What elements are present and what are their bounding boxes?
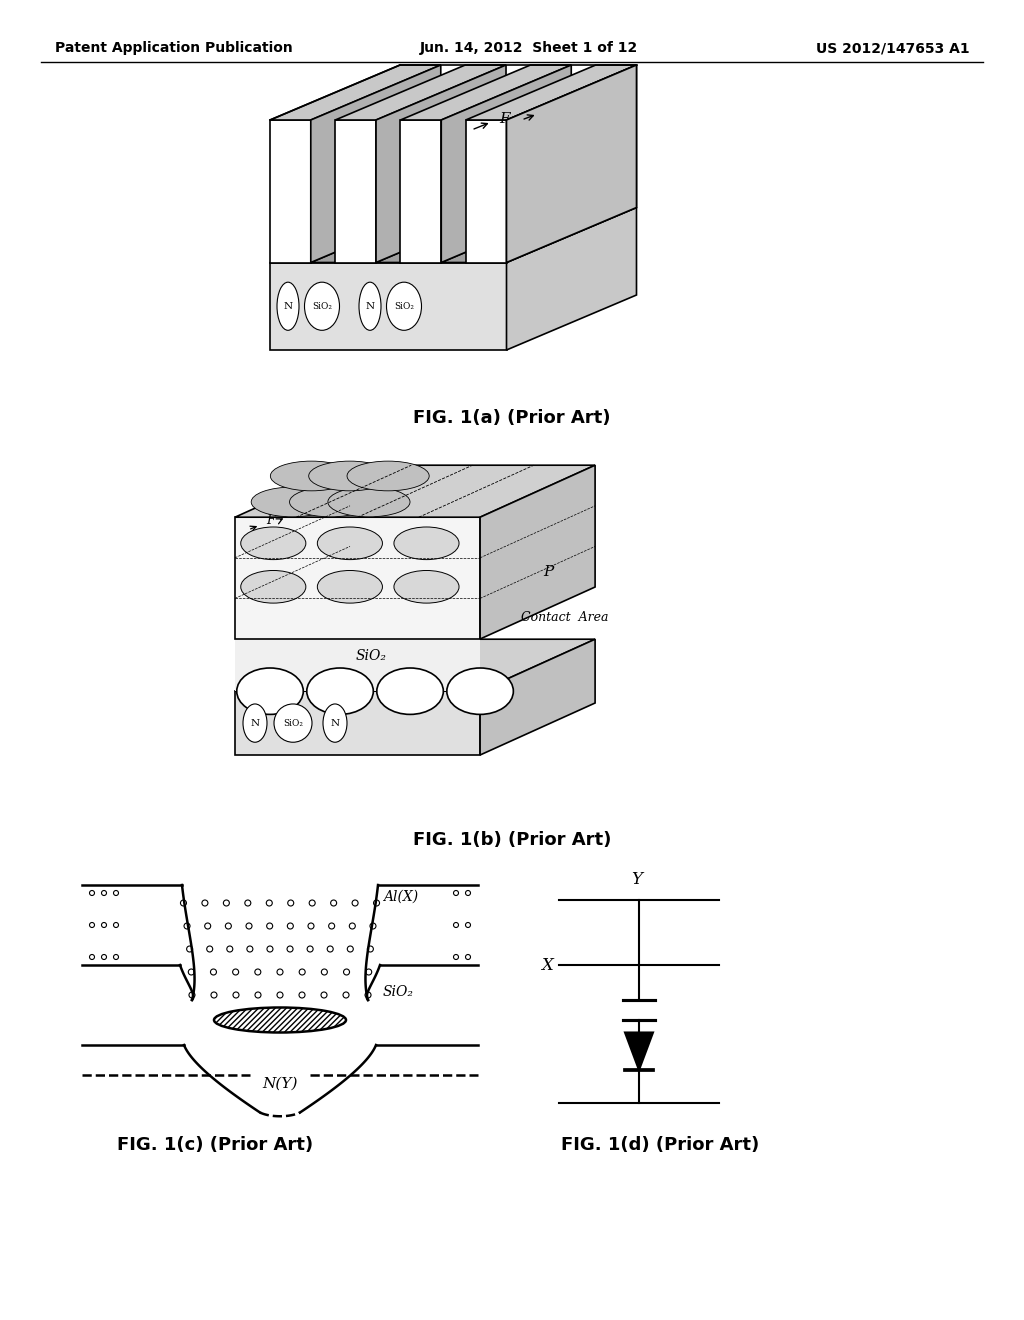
Polygon shape (310, 207, 465, 263)
Polygon shape (234, 692, 480, 755)
Ellipse shape (278, 282, 299, 330)
Polygon shape (234, 517, 480, 639)
Ellipse shape (243, 704, 267, 742)
Text: FIG. 1(b) (Prior Art): FIG. 1(b) (Prior Art) (413, 832, 611, 849)
Polygon shape (507, 207, 637, 350)
Text: N: N (251, 718, 259, 727)
Ellipse shape (317, 570, 382, 603)
Polygon shape (270, 207, 637, 263)
Polygon shape (335, 120, 376, 263)
Text: SiO₂: SiO₂ (383, 985, 414, 999)
Ellipse shape (308, 461, 391, 491)
Ellipse shape (446, 668, 513, 714)
Polygon shape (507, 65, 637, 263)
Ellipse shape (317, 527, 382, 560)
Polygon shape (310, 65, 440, 263)
Polygon shape (480, 465, 595, 639)
Text: Patent Application Publication: Patent Application Publication (55, 41, 293, 55)
Polygon shape (270, 65, 440, 120)
Text: N: N (284, 302, 293, 310)
Polygon shape (270, 263, 507, 350)
Polygon shape (335, 65, 506, 120)
Ellipse shape (359, 282, 381, 330)
Ellipse shape (394, 527, 459, 560)
Text: Contact  Area: Contact Area (521, 611, 608, 624)
Ellipse shape (270, 461, 352, 491)
Polygon shape (270, 120, 310, 263)
Polygon shape (466, 120, 507, 263)
Polygon shape (400, 120, 441, 263)
Text: SiO₂: SiO₂ (394, 302, 414, 310)
Text: F: F (372, 478, 382, 492)
Text: SiO₂: SiO₂ (355, 649, 386, 664)
Text: FIG. 1(a) (Prior Art): FIG. 1(a) (Prior Art) (414, 409, 610, 426)
Ellipse shape (237, 668, 303, 714)
Polygon shape (376, 207, 530, 263)
Ellipse shape (251, 487, 334, 517)
Ellipse shape (328, 487, 410, 517)
Ellipse shape (394, 570, 459, 603)
Polygon shape (625, 1032, 653, 1071)
Ellipse shape (377, 668, 443, 714)
Text: FIG. 1(c) (Prior Art): FIG. 1(c) (Prior Art) (117, 1137, 313, 1154)
Text: N: N (331, 718, 340, 727)
Text: Jun. 14, 2012  Sheet 1 of 12: Jun. 14, 2012 Sheet 1 of 12 (420, 41, 638, 55)
Text: SiO₂: SiO₂ (312, 302, 332, 310)
Text: FIG. 1(d) (Prior Art): FIG. 1(d) (Prior Art) (561, 1137, 759, 1154)
Text: N(Y): N(Y) (262, 1077, 298, 1090)
Polygon shape (234, 639, 480, 692)
Text: US 2012/147653 A1: US 2012/147653 A1 (816, 41, 970, 55)
Polygon shape (376, 65, 506, 263)
Ellipse shape (274, 704, 312, 742)
Ellipse shape (323, 704, 347, 742)
Ellipse shape (241, 527, 306, 560)
Polygon shape (507, 65, 637, 263)
Text: Y: Y (632, 871, 642, 888)
Polygon shape (400, 65, 571, 120)
Ellipse shape (290, 487, 372, 517)
Ellipse shape (386, 282, 422, 330)
Polygon shape (234, 639, 595, 692)
Text: P: P (544, 565, 554, 579)
Text: X: X (541, 957, 553, 974)
Text: F: F (499, 112, 510, 125)
Text: Al(X): Al(X) (383, 890, 418, 904)
Polygon shape (466, 65, 637, 120)
Ellipse shape (214, 1007, 346, 1032)
Ellipse shape (347, 461, 429, 491)
Text: F: F (266, 515, 275, 528)
Polygon shape (441, 207, 596, 263)
Ellipse shape (307, 668, 374, 714)
Ellipse shape (241, 570, 306, 603)
Polygon shape (480, 639, 595, 755)
Text: N: N (366, 302, 375, 310)
Text: SiO₂: SiO₂ (283, 718, 303, 727)
Polygon shape (441, 65, 571, 263)
Polygon shape (234, 465, 595, 517)
Ellipse shape (304, 282, 340, 330)
